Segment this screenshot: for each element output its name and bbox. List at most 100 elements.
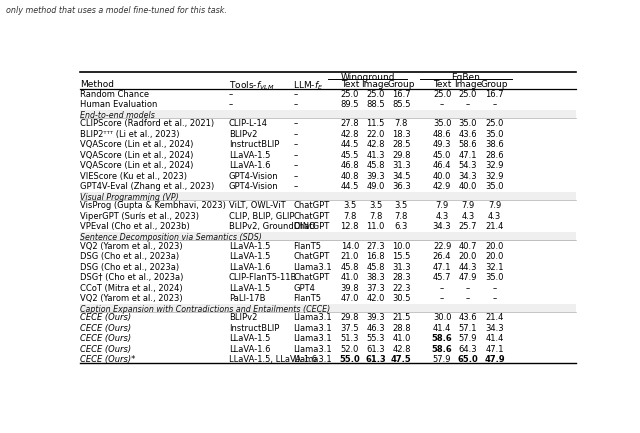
Text: 29.8: 29.8: [392, 151, 411, 160]
Text: Text: Text: [340, 80, 359, 89]
Text: 47.1: 47.1: [433, 263, 451, 271]
Text: –: –: [493, 100, 497, 109]
Text: 35.0: 35.0: [485, 273, 504, 282]
Bar: [80, 110, 576, 118]
Text: ChatGPT: ChatGPT: [293, 273, 330, 282]
Text: 21.0: 21.0: [340, 252, 359, 261]
Text: 3.5: 3.5: [395, 201, 408, 210]
Text: Sentence Decomposition via Semantics (SDS): Sentence Decomposition via Semantics (SD…: [81, 233, 262, 242]
Text: CECE (Ours): CECE (Ours): [81, 345, 132, 354]
Text: BLIPv2, GroundDINO: BLIPv2, GroundDINO: [229, 223, 316, 232]
Text: Winoground: Winoground: [340, 73, 395, 82]
Text: 35.0: 35.0: [485, 182, 504, 191]
Text: –: –: [293, 120, 298, 128]
Text: 46.4: 46.4: [433, 162, 451, 170]
Text: 7.8: 7.8: [343, 212, 356, 221]
Text: 3.5: 3.5: [343, 201, 356, 210]
Text: 22.9: 22.9: [433, 242, 451, 251]
Text: 38.6: 38.6: [485, 140, 504, 149]
Text: 7.8: 7.8: [395, 212, 408, 221]
Text: Tools-$f_{VLM}$: Tools-$f_{VLM}$: [229, 80, 274, 93]
Text: 55.0: 55.0: [339, 355, 360, 364]
Text: 41.3: 41.3: [366, 151, 385, 160]
Text: 25.0: 25.0: [433, 90, 451, 99]
Text: LLaVA-1.5: LLaVA-1.5: [229, 242, 270, 251]
Text: 4.3: 4.3: [435, 212, 449, 221]
Text: 46.8: 46.8: [340, 162, 359, 170]
Text: 26.4: 26.4: [433, 252, 451, 261]
Text: GPT4-Vision: GPT4-Vision: [229, 182, 278, 191]
Text: 25.7: 25.7: [459, 223, 477, 232]
Text: 58.6: 58.6: [458, 140, 477, 149]
Text: –: –: [293, 130, 298, 139]
Text: 49.3: 49.3: [433, 140, 451, 149]
Text: –: –: [466, 100, 470, 109]
Text: 47.1: 47.1: [459, 151, 477, 160]
Text: 57.9: 57.9: [433, 355, 451, 364]
Text: 28.6: 28.6: [485, 151, 504, 160]
Text: Random Chance: Random Chance: [81, 90, 150, 99]
Text: 20.0: 20.0: [486, 242, 504, 251]
Text: 40.0: 40.0: [459, 182, 477, 191]
Text: 35.0: 35.0: [433, 120, 451, 128]
Text: 43.6: 43.6: [458, 130, 477, 139]
Text: 44.3: 44.3: [459, 263, 477, 271]
Text: 40.0: 40.0: [433, 172, 451, 181]
Text: 25.0: 25.0: [486, 120, 504, 128]
Text: Image: Image: [362, 80, 390, 89]
Text: 49.0: 49.0: [367, 182, 385, 191]
Bar: [80, 304, 576, 312]
Text: 11.0: 11.0: [367, 223, 385, 232]
Text: 27.3: 27.3: [366, 242, 385, 251]
Text: BLIPv2: BLIPv2: [229, 313, 257, 322]
Text: –: –: [293, 172, 298, 181]
Text: BLIP2ᵀᵀᵀ (Li et al., 2023): BLIP2ᵀᵀᵀ (Li et al., 2023): [81, 130, 180, 139]
Text: Group: Group: [481, 80, 508, 89]
Text: 12.8: 12.8: [340, 223, 359, 232]
Text: 52.0: 52.0: [340, 345, 359, 354]
Text: LLaVA-1.6: LLaVA-1.6: [229, 345, 270, 354]
Text: 61.3: 61.3: [366, 345, 385, 354]
Text: 21.5: 21.5: [392, 313, 411, 322]
Text: FlanT5: FlanT5: [293, 294, 321, 303]
Text: 45.0: 45.0: [433, 151, 451, 160]
Text: ViLT, OWL-ViT: ViLT, OWL-ViT: [229, 201, 285, 210]
Text: –: –: [293, 182, 298, 191]
Text: 57.9: 57.9: [459, 334, 477, 343]
Text: 89.5: 89.5: [340, 100, 359, 109]
Text: 44.5: 44.5: [340, 140, 359, 149]
Text: InstructBLIP: InstructBLIP: [229, 324, 279, 333]
Text: 7.9: 7.9: [435, 201, 449, 210]
Text: VQAScore (Lin et al., 2024): VQAScore (Lin et al., 2024): [81, 162, 194, 170]
Text: 41.0: 41.0: [392, 334, 411, 343]
Text: 34.3: 34.3: [485, 324, 504, 333]
Text: 42.0: 42.0: [367, 294, 385, 303]
Text: –: –: [293, 140, 298, 149]
Text: 25.0: 25.0: [367, 90, 385, 99]
Text: CLIP-FlanT5-11B: CLIP-FlanT5-11B: [229, 273, 297, 282]
Text: 47.5: 47.5: [391, 355, 412, 364]
Text: 21.4: 21.4: [486, 223, 504, 232]
Text: BLIPv2: BLIPv2: [229, 130, 257, 139]
Text: 85.5: 85.5: [392, 100, 411, 109]
Text: LLaVA-1.5: LLaVA-1.5: [229, 334, 270, 343]
Text: 58.6: 58.6: [432, 345, 452, 354]
Text: 34.3: 34.3: [433, 223, 451, 232]
Text: GPT4V-Eval (Zhang et al., 2023): GPT4V-Eval (Zhang et al., 2023): [81, 182, 215, 191]
Text: 46.3: 46.3: [366, 324, 385, 333]
Text: DSG† (Cho et al., 2023a): DSG† (Cho et al., 2023a): [81, 273, 184, 282]
Text: –: –: [466, 294, 470, 303]
Text: CECE (Ours): CECE (Ours): [81, 334, 132, 343]
Text: 28.8: 28.8: [392, 324, 411, 333]
Text: LLaVA-1.5: LLaVA-1.5: [229, 252, 270, 261]
Text: 41.0: 41.0: [340, 273, 359, 282]
Text: 45.7: 45.7: [433, 273, 451, 282]
Text: 42.8: 42.8: [392, 345, 411, 354]
Text: CCoT (Mitra et al., 2024): CCoT (Mitra et al., 2024): [81, 284, 183, 293]
Text: ChatGPT: ChatGPT: [293, 201, 330, 210]
Text: 51.3: 51.3: [340, 334, 359, 343]
Text: 38.3: 38.3: [366, 273, 385, 282]
Text: LLaVA-1.5, LLaVA-1.6: LLaVA-1.5, LLaVA-1.6: [229, 355, 317, 364]
Text: 45.8: 45.8: [366, 263, 385, 271]
Text: –: –: [293, 100, 298, 109]
